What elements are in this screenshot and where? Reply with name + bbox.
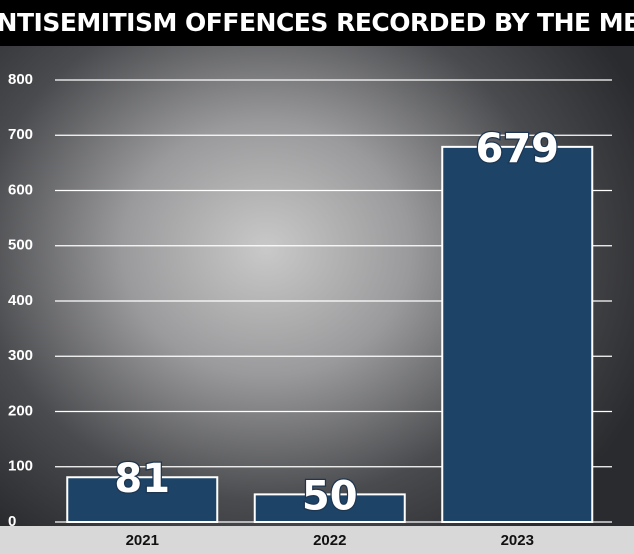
value-label: 50 (302, 473, 358, 519)
value-label: 81 (114, 456, 170, 502)
x-tick-label: 2023 (501, 532, 534, 549)
chart-title: ANTISEMITISM OFFENCES RECORDED BY THE ME… (0, 8, 634, 37)
y-tick-label: 700 (8, 126, 33, 143)
bar (253, 493, 406, 523)
x-tick-label: 2021 (126, 532, 159, 549)
y-tick-label: 100 (8, 458, 33, 475)
x-axis-strip (0, 526, 634, 554)
y-tick-label: 600 (8, 181, 33, 198)
y-tick-label: 0 (8, 513, 16, 530)
value-label: 679 (476, 126, 560, 172)
bar (441, 145, 594, 523)
bar (66, 476, 219, 523)
y-tick-label: 800 (8, 71, 33, 88)
title-bar (0, 0, 634, 46)
y-tick-label: 300 (8, 347, 33, 364)
y-tick-label: 500 (8, 237, 33, 254)
y-tick-label: 200 (8, 402, 33, 419)
y-tick-label: 400 (8, 292, 33, 309)
x-tick-label: 2022 (313, 532, 346, 549)
